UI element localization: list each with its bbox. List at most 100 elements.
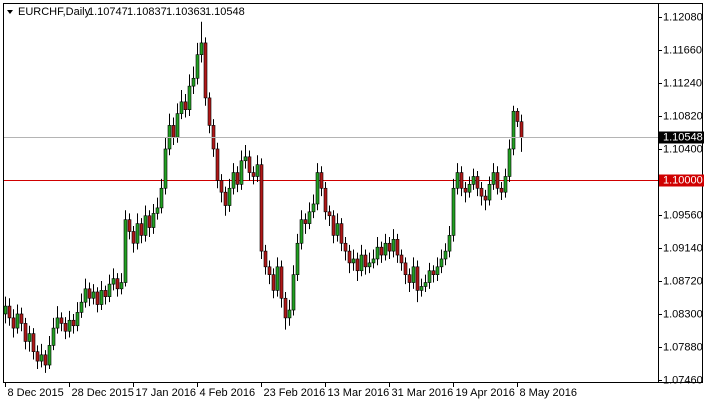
candle-body bbox=[111, 278, 116, 285]
candle-body bbox=[495, 172, 500, 189]
candle-body bbox=[155, 207, 160, 214]
candle-body bbox=[455, 172, 460, 189]
candle-body bbox=[75, 312, 80, 327]
y-tick-label: 1.08720 bbox=[663, 275, 703, 287]
candle-body bbox=[107, 283, 112, 297]
candle-body bbox=[271, 274, 276, 291]
candle-body bbox=[163, 148, 168, 189]
candle-body bbox=[71, 319, 76, 327]
candle-body bbox=[239, 160, 244, 185]
candle-body bbox=[99, 290, 104, 305]
level-tag bbox=[659, 174, 704, 187]
candle-body bbox=[115, 278, 120, 290]
candle-body bbox=[7, 305, 12, 319]
candle-body bbox=[475, 176, 480, 189]
candle-body bbox=[267, 266, 272, 275]
candle-body bbox=[383, 242, 388, 256]
y-tick-label: 1.09140 bbox=[663, 242, 703, 254]
menu-arrow bbox=[7, 10, 13, 14]
candle-body bbox=[43, 354, 48, 366]
candle-body bbox=[255, 164, 260, 177]
candle-body bbox=[195, 54, 200, 79]
candle-body bbox=[31, 333, 36, 352]
candle-body bbox=[283, 297, 288, 319]
candle-body bbox=[19, 313, 24, 324]
candle-body bbox=[147, 215, 152, 228]
candle-body bbox=[339, 223, 344, 244]
candle-body bbox=[467, 184, 472, 193]
candle-body bbox=[439, 258, 444, 268]
candle-body bbox=[247, 156, 252, 173]
candle-body bbox=[359, 254, 364, 272]
candle-body bbox=[295, 242, 300, 275]
candle-body bbox=[175, 113, 180, 138]
candle-body bbox=[315, 172, 320, 205]
candle-body bbox=[227, 187, 232, 206]
candle-body bbox=[275, 266, 280, 291]
candle-body bbox=[367, 262, 372, 268]
candle-body bbox=[191, 77, 196, 87]
candle-body bbox=[123, 219, 128, 283]
candle-body bbox=[311, 203, 316, 213]
candle-body bbox=[347, 250, 352, 264]
candle-body bbox=[351, 258, 356, 264]
candle-body bbox=[511, 110, 516, 150]
candle-body bbox=[171, 125, 176, 138]
y-tick-label: 1.07880 bbox=[663, 341, 703, 353]
candle-body bbox=[87, 288, 92, 299]
candle-body bbox=[179, 101, 184, 114]
candle-body bbox=[27, 333, 32, 342]
candle-body bbox=[83, 288, 88, 303]
candle-body bbox=[219, 180, 224, 193]
candle-body bbox=[251, 172, 256, 177]
candle-body bbox=[3, 305, 8, 315]
candle-body bbox=[303, 219, 308, 224]
x-tick-label: 19 Apr 2016 bbox=[456, 387, 515, 399]
candle-body bbox=[95, 291, 100, 305]
x-tick-label: 28 Dec 2015 bbox=[72, 387, 134, 399]
candle-body bbox=[127, 219, 132, 232]
candle-body bbox=[159, 187, 164, 209]
candle-body bbox=[451, 187, 456, 236]
candle-body bbox=[363, 254, 368, 268]
x-tick-label: 8 Dec 2015 bbox=[8, 387, 64, 399]
candle-body bbox=[79, 301, 84, 313]
candle-body bbox=[427, 270, 432, 283]
candle-body bbox=[431, 270, 436, 275]
candle-body bbox=[263, 250, 268, 268]
x-tick-label: 8 May 2016 bbox=[520, 387, 577, 399]
candle-body bbox=[515, 110, 520, 122]
candle-body bbox=[307, 211, 312, 224]
x-tick-label: 31 Mar 2016 bbox=[392, 387, 454, 399]
candle-body bbox=[39, 354, 44, 362]
candle-body bbox=[519, 121, 524, 138]
candle-body bbox=[59, 317, 64, 324]
candle-body bbox=[259, 164, 264, 252]
candle-body bbox=[35, 351, 40, 362]
header-open: 1.10747 bbox=[88, 6, 128, 18]
candle-body bbox=[423, 282, 428, 287]
candle-body bbox=[11, 317, 16, 329]
candle-body bbox=[323, 187, 328, 213]
candle-body bbox=[487, 184, 492, 201]
candle-body bbox=[55, 317, 60, 329]
candle-body bbox=[391, 239, 396, 252]
candle-body bbox=[335, 223, 340, 236]
candle-body bbox=[135, 223, 140, 244]
y-tick-label: 1.09560 bbox=[663, 209, 703, 221]
candle-body bbox=[395, 239, 400, 256]
candle-body bbox=[411, 266, 416, 283]
candle-body bbox=[51, 327, 56, 346]
candle-body bbox=[139, 223, 144, 236]
candle-body bbox=[503, 176, 508, 193]
x-tick-label: 17 Jan 2016 bbox=[136, 387, 197, 399]
candle-body bbox=[119, 282, 124, 290]
candle-body bbox=[403, 262, 408, 275]
x-tick-label: 4 Feb 2016 bbox=[200, 387, 256, 399]
candle-body bbox=[371, 258, 376, 264]
candle-body bbox=[459, 172, 464, 189]
candle-body bbox=[479, 187, 484, 197]
candle-body bbox=[299, 219, 304, 244]
candle-body bbox=[23, 323, 28, 342]
